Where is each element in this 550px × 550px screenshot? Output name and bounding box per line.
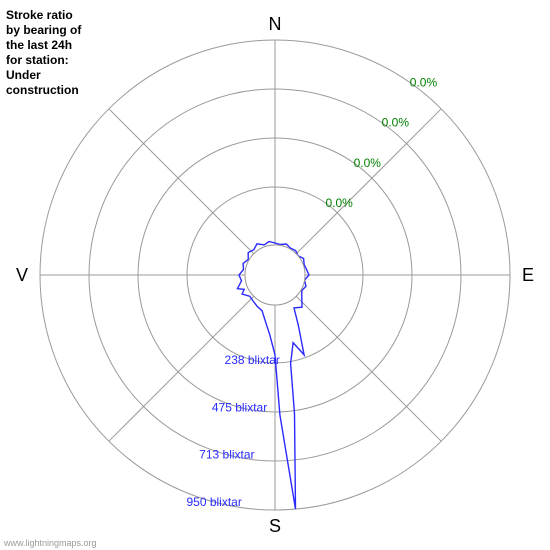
compass-v: V [16, 265, 28, 285]
pct-label: 0.0% [382, 116, 410, 130]
blixtar-label: 713 blixtar [199, 448, 254, 462]
pct-label: 0.0% [325, 196, 353, 210]
pct-label: 0.0% [354, 156, 382, 170]
compass-s: S [269, 516, 281, 536]
credit-text: www.lightningmaps.org [4, 538, 97, 548]
pct-label: 0.0% [410, 75, 438, 89]
blixtar-label: 238 blixtar [225, 353, 280, 367]
compass-e: E [522, 265, 534, 285]
compass-n: N [269, 14, 282, 34]
blixtar-label: 950 blixtar [186, 495, 241, 509]
blixtar-label: 475 blixtar [212, 400, 267, 414]
polar-chart: N E S V 0.0% 0.0% 0.0% 0.0% 238 blixtar 475 blixt… [0, 0, 550, 550]
